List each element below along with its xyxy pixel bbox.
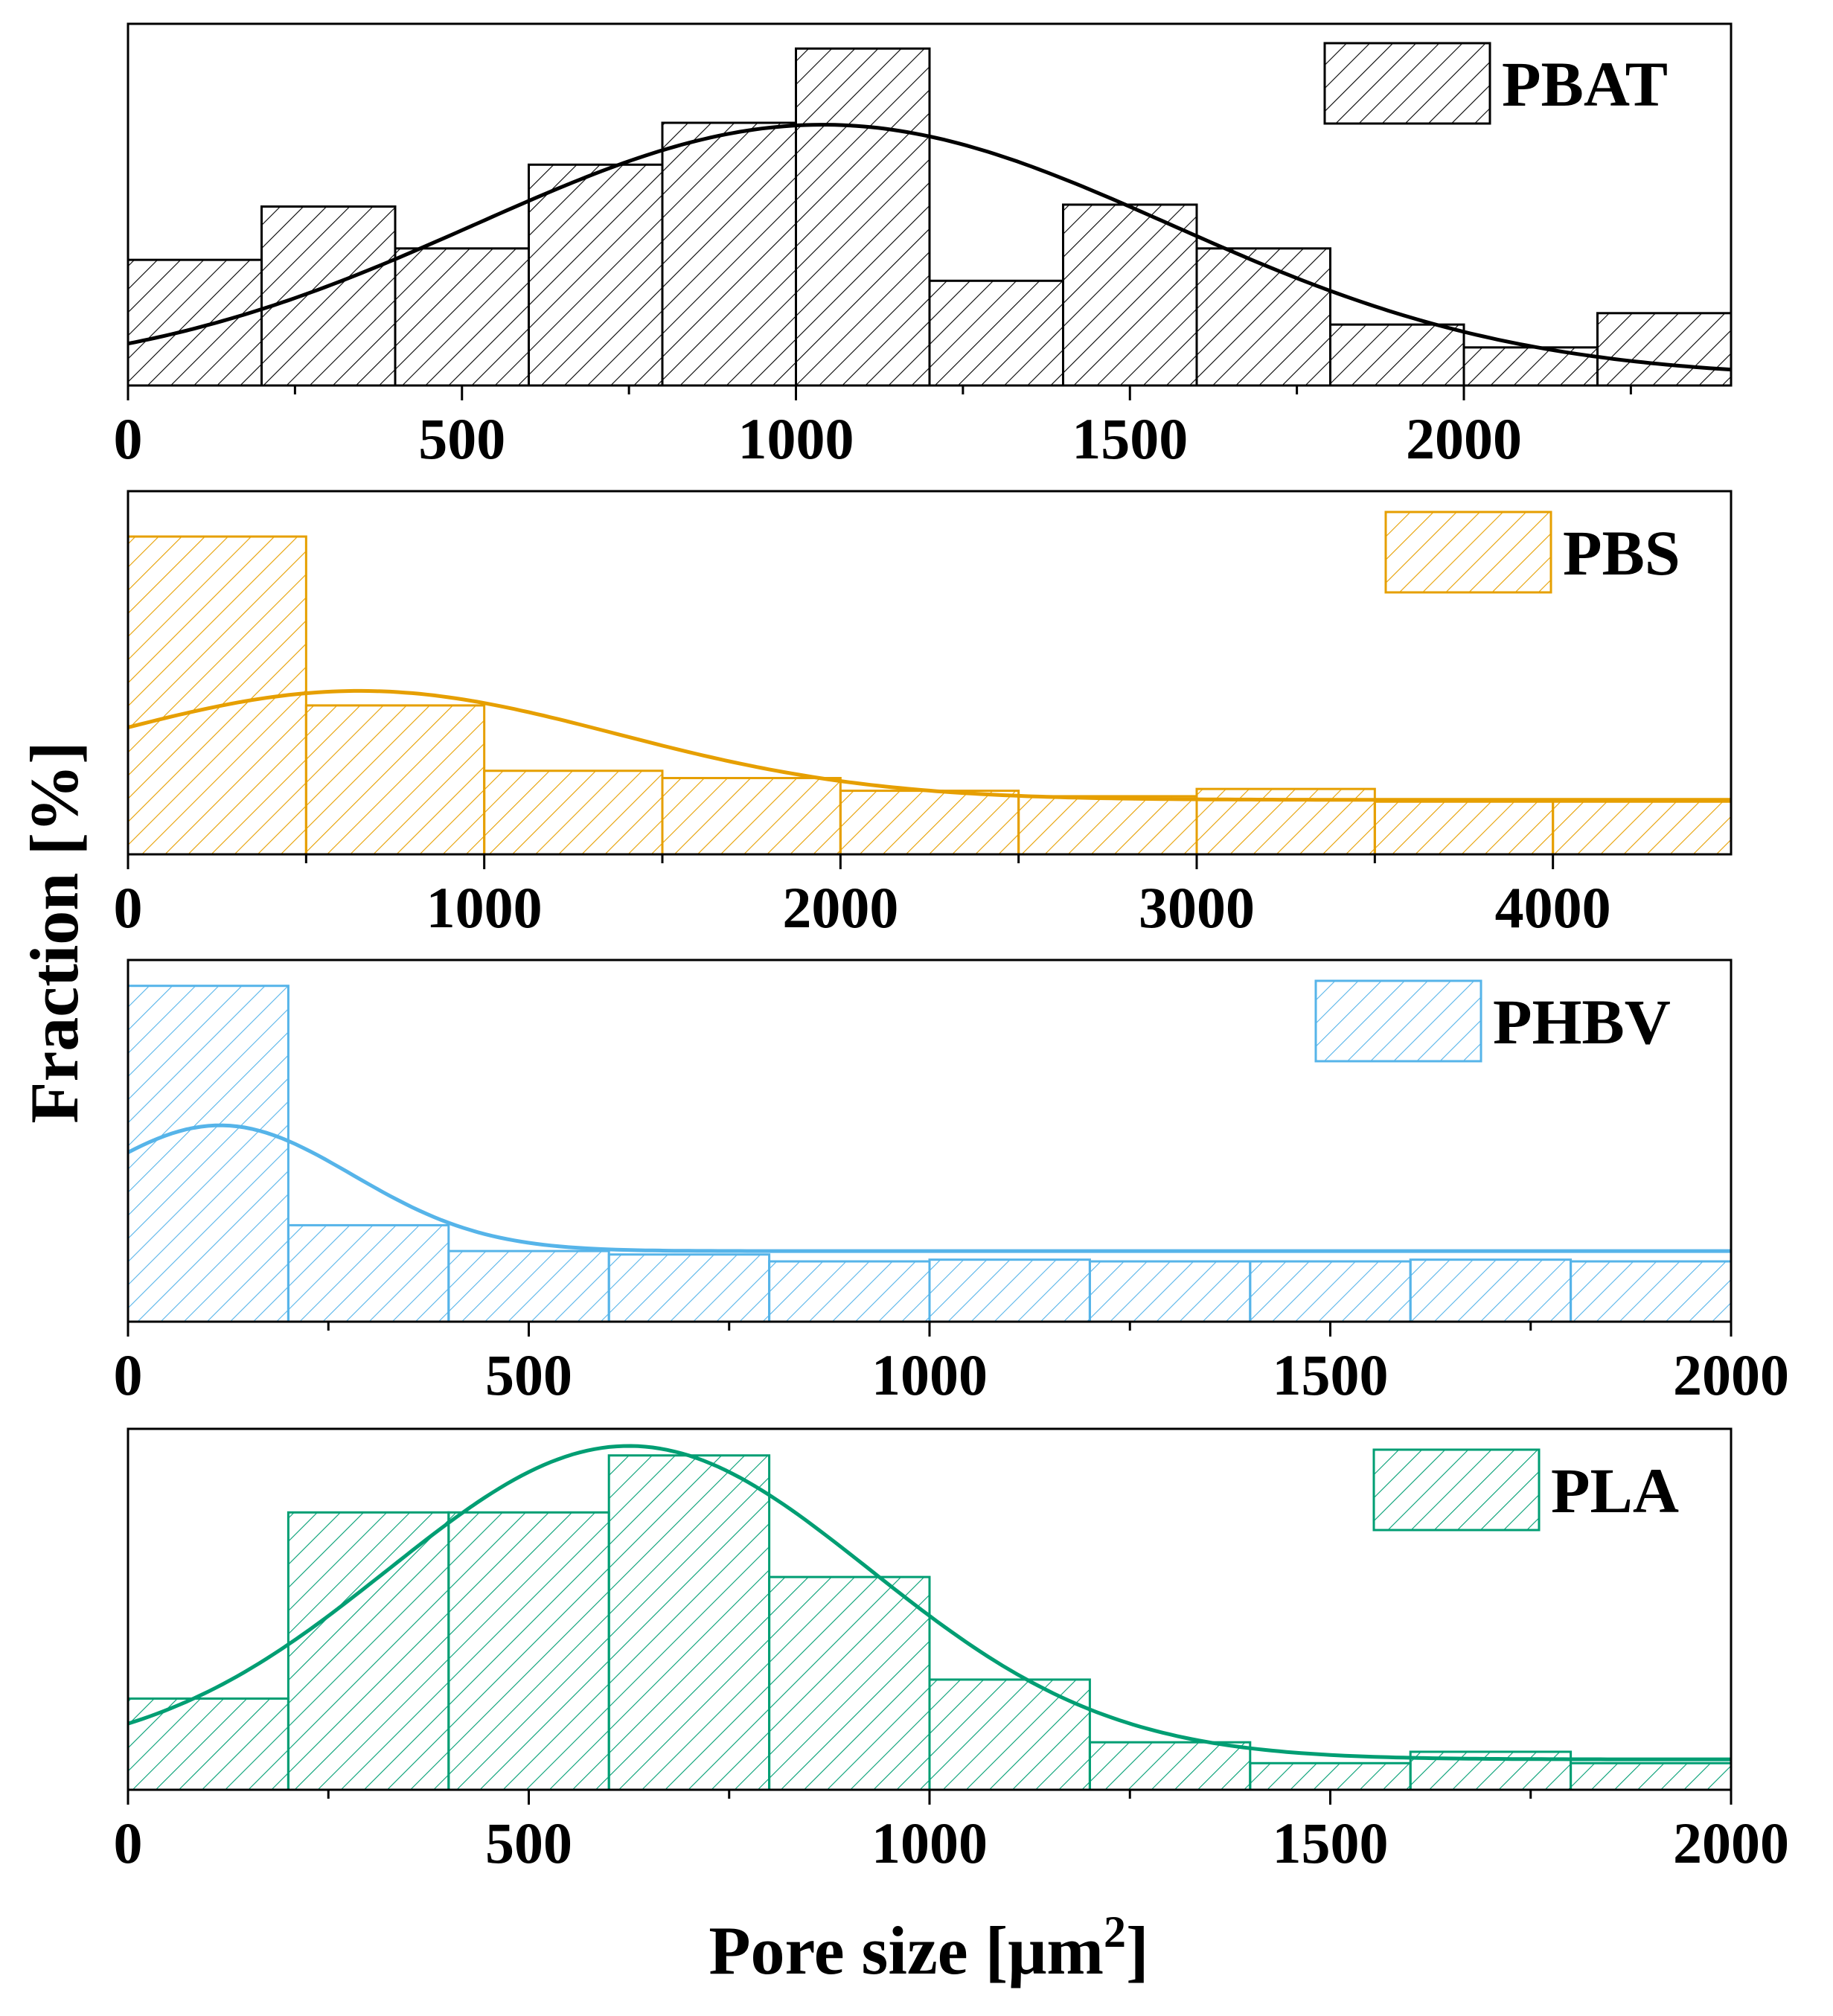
pbs-bar — [483, 769, 664, 856]
pla-bar — [447, 1511, 610, 1791]
phbv-legend-label: PHBV — [1493, 986, 1671, 1057]
phbv-bar — [928, 1258, 1091, 1323]
phbv-bar — [127, 985, 289, 1323]
pbs-tick-label: 1000 — [426, 875, 543, 940]
pla-tick-label: 1500 — [1273, 1811, 1389, 1875]
pbs-bar — [1017, 795, 1198, 856]
panel-pbs: 0 1000 2000 3000 4000 PBS — [114, 490, 1733, 940]
pbs-legend-label: PBS — [1563, 517, 1680, 589]
pla-bar — [1249, 1761, 1412, 1791]
x-axis-title-main: Pore size [μm — [708, 1913, 1104, 1988]
pbat-tick-label: 1500 — [1072, 406, 1188, 471]
pbat-bar — [394, 247, 530, 387]
phbv-bar — [1088, 1260, 1252, 1323]
pla-bar — [1088, 1741, 1252, 1791]
phbv-fit-curve — [127, 1123, 1731, 1253]
phbv-bar — [447, 1249, 610, 1323]
phbv-tick-label: 0 — [114, 1343, 143, 1407]
phbv-tick-label: 1000 — [871, 1343, 988, 1407]
phbv-bar — [1409, 1258, 1573, 1323]
panel-phbv: 0 500 1000 1500 2000 PHBV — [114, 959, 1789, 1407]
phbv-bar — [287, 1223, 450, 1323]
pbs-bar — [839, 790, 1020, 856]
pbat-legend-swatch — [1323, 42, 1491, 125]
pbat-bar — [661, 121, 797, 387]
pla-bar — [607, 1454, 771, 1791]
pbat-bar — [1329, 323, 1465, 387]
phbv-legend-swatch — [1314, 979, 1482, 1063]
pla-bar — [127, 1697, 289, 1791]
pbat-bar — [1062, 203, 1198, 387]
panel-pbat: 0 500 1000 1500 2000 PBAT — [114, 22, 1733, 471]
pbat-bar — [127, 258, 263, 387]
phbv-tick-label: 500 — [485, 1343, 572, 1407]
pbs-bar — [1552, 800, 1733, 856]
x-axis-title: Pore size [μm2] — [708, 1907, 1148, 1988]
pbs-tick-label: 3000 — [1139, 875, 1255, 940]
pla-tick-label: 0 — [114, 1811, 143, 1875]
pbs-bar — [304, 704, 486, 856]
pbs-legend-swatch — [1384, 511, 1552, 594]
pbat-bar — [1596, 312, 1733, 387]
pbat-tick-label: 500 — [418, 406, 505, 471]
phbv-tick-label: 2000 — [1673, 1343, 1789, 1407]
phbv-bar — [768, 1260, 931, 1323]
pbat-bar — [260, 205, 397, 387]
pbat-plot-frame — [127, 22, 1733, 387]
pbat-bar — [795, 47, 931, 387]
pbs-tick-label: 0 — [114, 875, 143, 940]
pla-tick-label: 1000 — [871, 1811, 988, 1875]
phbv-bar — [1249, 1260, 1412, 1323]
pla-legend-swatch — [1372, 1448, 1541, 1532]
pla-bar — [768, 1575, 931, 1791]
pbs-bar — [661, 777, 842, 856]
pbs-tick-label: 4000 — [1495, 875, 1611, 940]
pbs-plot-frame — [127, 490, 1733, 856]
pbs-fit-curve — [127, 688, 1731, 802]
pla-bar — [928, 1678, 1091, 1791]
pbat-bar — [528, 163, 664, 387]
panel-pla: 0 500 1000 1500 2000 PLA — [114, 1427, 1789, 1875]
pla-tick-label: 500 — [485, 1811, 572, 1875]
phbv-bar — [607, 1253, 771, 1323]
x-axis-title-superscript: 2 — [1104, 1907, 1126, 1956]
phbv-bar — [1570, 1260, 1733, 1323]
pbs-tick-label: 2000 — [782, 875, 898, 940]
pla-bar — [1570, 1761, 1733, 1791]
pbat-fit-curve — [127, 123, 1732, 372]
pla-bar — [287, 1511, 450, 1791]
phbv-tick-label: 1500 — [1273, 1343, 1389, 1407]
pbat-tick-label: 1000 — [738, 406, 854, 471]
pbat-legend-label: PBAT — [1502, 48, 1668, 120]
pbat-bar — [928, 279, 1064, 387]
pbat-tick-label: 2000 — [1406, 406, 1522, 471]
y-axis-title: Fraction [%] — [16, 741, 92, 1124]
pla-fit-curve — [127, 1444, 1731, 1761]
pla-tick-label: 2000 — [1673, 1811, 1789, 1875]
pbat-tick-label: 0 — [114, 406, 143, 471]
x-axis-title-close: ] — [1126, 1913, 1149, 1988]
pbat-bar — [1195, 247, 1331, 387]
pbs-bar — [1373, 800, 1555, 856]
pla-legend-label: PLA — [1551, 1455, 1679, 1526]
